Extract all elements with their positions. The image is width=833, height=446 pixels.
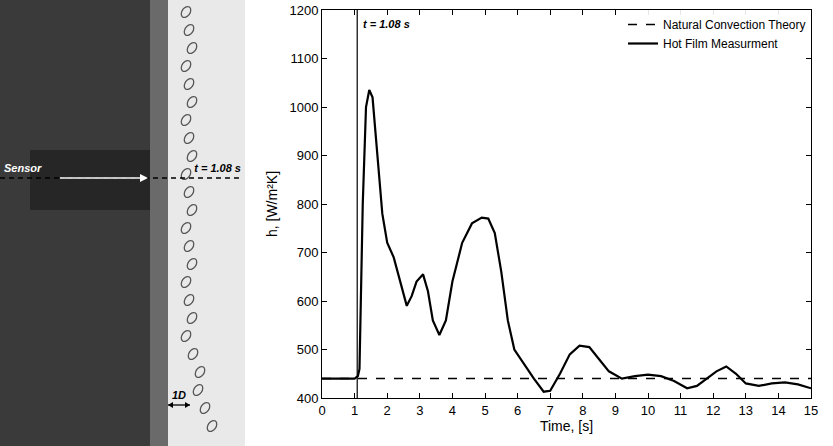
svg-text:6: 6 [514, 403, 521, 418]
svg-text:1200: 1200 [289, 3, 318, 18]
svg-text:h, [W/m²K]: h, [W/m²K] [264, 171, 280, 237]
svg-text:700: 700 [297, 245, 319, 260]
svg-text:Natural Convection Theory: Natural Convection Theory [663, 18, 806, 32]
svg-text:1D: 1D [172, 389, 186, 401]
svg-text:Time, [s]: Time, [s] [540, 418, 593, 434]
svg-text:Sensor: Sensor [4, 162, 42, 174]
svg-text:4: 4 [449, 403, 456, 418]
svg-text:2: 2 [384, 403, 391, 418]
svg-text:1: 1 [351, 403, 358, 418]
svg-text:400: 400 [297, 391, 319, 406]
svg-text:600: 600 [297, 294, 319, 309]
svg-text:10: 10 [641, 403, 655, 418]
svg-text:800: 800 [297, 197, 319, 212]
svg-text:14: 14 [771, 403, 785, 418]
svg-text:11: 11 [674, 403, 688, 418]
svg-text:Hot Film Measurment: Hot Film Measurment [663, 37, 778, 51]
svg-text:0: 0 [318, 403, 325, 418]
svg-text:13: 13 [739, 403, 753, 418]
svg-text:3: 3 [416, 403, 423, 418]
svg-text:15: 15 [804, 403, 818, 418]
svg-text:1000: 1000 [289, 100, 318, 115]
svg-text:8: 8 [579, 403, 586, 418]
svg-text:t = 1.08 s: t = 1.08 s [194, 162, 241, 174]
svg-text:5: 5 [481, 403, 488, 418]
svg-text:1100: 1100 [290, 51, 318, 66]
svg-text:t = 1.08 s: t = 1.08 s [363, 18, 410, 30]
svg-text:12: 12 [706, 403, 720, 418]
svg-text:9: 9 [612, 403, 619, 418]
svg-text:900: 900 [297, 148, 319, 163]
svg-text:7: 7 [547, 403, 554, 418]
svg-text:500: 500 [297, 342, 319, 357]
